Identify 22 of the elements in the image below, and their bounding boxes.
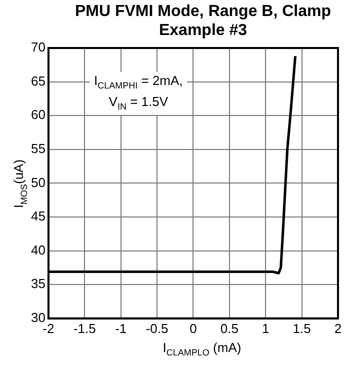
x-tick-label: 1 (262, 320, 270, 336)
y-tick-label: 55 (30, 140, 46, 156)
x-tick-label: -1 (115, 320, 127, 336)
x-tick-label: -2 (42, 320, 54, 336)
x-tick-label: 1.5 (292, 320, 311, 336)
y-tick-label: 50 (30, 174, 46, 190)
x-axis-title: I$_{CLAMPLO}$ (mA) (162, 340, 242, 358)
x-tick-label: -1.5 (73, 320, 96, 336)
y-tick-label: 30 (30, 310, 46, 325)
y-tick-label: 70 (30, 40, 46, 55)
y-tick-label: 65 (30, 73, 46, 88)
y-tick-label: 45 (30, 208, 46, 224)
y-tick-label: 40 (30, 242, 46, 258)
y-tick-label: 35 (30, 276, 46, 292)
x-tick-label: 0 (190, 320, 197, 336)
y-tick-label: 60 (30, 107, 46, 122)
x-tick-label: 0.5 (220, 320, 238, 336)
x-tick-label: 2 (334, 320, 342, 336)
annotation: I$_{CLAMPHI}$ = 2mA, (94, 73, 183, 93)
x-tick-label: -0.5 (146, 320, 168, 336)
chart-title: PMU FVMI Mode, Range B, Clamp Example #3 (74, 2, 332, 40)
annotation: V$_{IN}$ = 1.5V (108, 94, 170, 114)
